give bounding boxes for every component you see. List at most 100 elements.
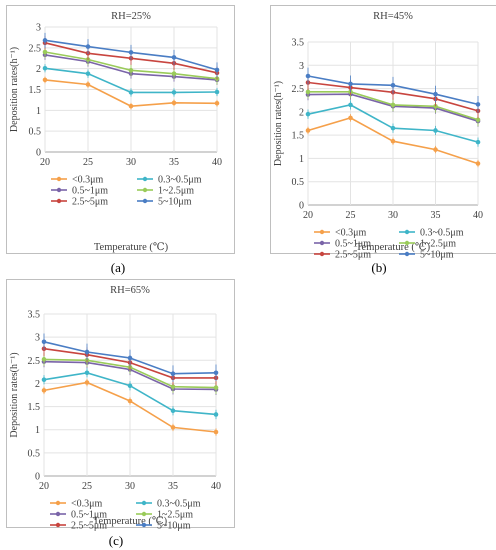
chart-a-svg: RH=25% 0 0.5 1 1.5 2 2.5 3 20 25 30 35 40 Deposition … bbox=[9, 11, 222, 253]
legend-item: 1~2.5μm bbox=[399, 239, 456, 250]
x-tick-label: 20 bbox=[303, 210, 313, 221]
legend-item: 2.5~5μm bbox=[51, 197, 108, 208]
y-tick-label: 0 bbox=[299, 201, 304, 212]
data-point bbox=[128, 90, 134, 95]
data-point bbox=[84, 370, 90, 376]
chart-panel-a: RH=25% 0 0.5 1 1.5 2 2.5 3 20 25 30 35 40 Deposition … bbox=[6, 5, 235, 254]
data-point bbox=[84, 349, 90, 355]
chart-b-svg: RH=45% 0 0.5 1 1.5 2 2.5 3 3.5 20 25 30 35 40 Depositi… bbox=[273, 11, 483, 261]
panel-label-b: (b) bbox=[371, 260, 387, 275]
legend-label: 1~2.5μm bbox=[420, 239, 456, 250]
legend-swatch-marker bbox=[319, 251, 325, 257]
data-point bbox=[85, 71, 91, 76]
data-point bbox=[213, 370, 219, 376]
legend-item: <0.3μm bbox=[50, 499, 103, 510]
x-tick-label: 25 bbox=[82, 481, 92, 492]
legend-label: 1~2.5μm bbox=[158, 186, 194, 197]
y-tick-label: 3.5 bbox=[292, 38, 305, 49]
data-point bbox=[41, 388, 47, 393]
data-point bbox=[305, 89, 311, 95]
series-1 bbox=[42, 64, 220, 97]
x-tick-label: 40 bbox=[211, 481, 221, 492]
data-point bbox=[85, 44, 91, 49]
x-tick-label: 20 bbox=[40, 157, 50, 168]
series-5 bbox=[41, 333, 219, 383]
data-point bbox=[127, 355, 133, 361]
x-tick-label: 35 bbox=[169, 157, 179, 168]
legend-swatch-marker bbox=[56, 198, 62, 204]
legend-swatch-marker bbox=[319, 240, 325, 246]
legend-swatch-marker bbox=[56, 187, 62, 193]
legend-swatch-marker bbox=[141, 500, 147, 506]
x-tick-label: 20 bbox=[39, 481, 49, 492]
chart-title: RH=65% bbox=[110, 285, 150, 296]
y-tick-label: 2 bbox=[36, 64, 41, 75]
legend-label: <0.3μm bbox=[72, 175, 104, 186]
legend-swatch-marker bbox=[404, 229, 410, 235]
legend-label: 1~2.5μm bbox=[157, 510, 193, 521]
legend-label: 5~10μm bbox=[420, 250, 454, 261]
legend-label: 0.3~0.5μm bbox=[420, 228, 464, 239]
legend-item: 1~2.5μm bbox=[137, 186, 194, 197]
data-point bbox=[42, 77, 48, 83]
data-point bbox=[390, 102, 396, 108]
data-point bbox=[433, 91, 438, 97]
legend-item: <0.3μm bbox=[51, 175, 104, 186]
x-axis-label: Temperature (℃) bbox=[94, 242, 169, 253]
data-point bbox=[170, 408, 176, 414]
data-point bbox=[433, 147, 438, 152]
data-point bbox=[214, 67, 220, 73]
legend-label: 5~10μm bbox=[158, 197, 192, 208]
series-5 bbox=[42, 32, 220, 78]
data-point bbox=[127, 383, 133, 389]
y-tick-label: 0 bbox=[35, 472, 40, 483]
data-point bbox=[41, 339, 47, 345]
y-tick-label: 2 bbox=[299, 107, 304, 118]
x-tick-label: 35 bbox=[431, 210, 441, 221]
x-tick-label: 30 bbox=[388, 210, 398, 221]
data-point bbox=[84, 380, 90, 385]
y-tick-label: 3 bbox=[35, 333, 40, 344]
data-point bbox=[213, 385, 219, 390]
y-tick-label: 0.5 bbox=[29, 127, 42, 138]
legend-swatch-marker bbox=[55, 511, 61, 517]
data-point bbox=[170, 371, 176, 377]
y-tick-label: 0.5 bbox=[28, 448, 41, 459]
data-point bbox=[390, 83, 396, 88]
data-point bbox=[171, 90, 177, 95]
data-point bbox=[170, 425, 176, 430]
legend-item: 2.5~5μm bbox=[314, 250, 371, 261]
data-point bbox=[128, 68, 134, 73]
y-tick-label: 1.5 bbox=[29, 85, 42, 96]
series-1 bbox=[41, 368, 219, 420]
chart-c-svg: RH=65% 0 0.5 1 1.5 2 2.5 3 3.5 20 25 30 35 40 Depositi… bbox=[9, 285, 221, 532]
legend-swatch-marker bbox=[319, 229, 325, 235]
panel-label-a: (a) bbox=[110, 260, 126, 275]
y-tick-label: 1.5 bbox=[292, 131, 305, 142]
legend-item: 2.5~5μm bbox=[50, 521, 107, 532]
legend-label: 0.5~1μm bbox=[71, 510, 107, 521]
data-point bbox=[390, 138, 396, 144]
x-tick-label: 30 bbox=[126, 157, 136, 168]
legend-item: 5~10μm bbox=[137, 197, 192, 208]
legend-label: 0.3~0.5μm bbox=[158, 175, 202, 186]
data-point bbox=[127, 398, 133, 404]
y-tick-label: 2.5 bbox=[28, 356, 41, 367]
y-tick-label: 1 bbox=[36, 106, 41, 117]
legend-label: <0.3μm bbox=[71, 499, 103, 510]
y-tick-label: 2.5 bbox=[29, 43, 42, 54]
chart-panel-c: RH=65% 0 0.5 1 1.5 2 2.5 3 3.5 20 25 30 35 40 Depositi… bbox=[6, 279, 235, 532]
chart-panel-b: RH=45% 0 0.5 1 1.5 2 2.5 3 3.5 20 25 30 35 40 Depositi… bbox=[270, 5, 496, 261]
legend-item: 5~10μm bbox=[399, 250, 454, 261]
data-point bbox=[213, 429, 219, 435]
legend-item: 5~10μm bbox=[136, 521, 191, 532]
data-point bbox=[305, 128, 311, 133]
y-axis-label: Deposition rates(h⁻¹) bbox=[9, 352, 20, 437]
data-point bbox=[41, 377, 47, 383]
legend-item: 1~2.5μm bbox=[136, 510, 193, 521]
legend-swatch-marker bbox=[404, 240, 410, 246]
legend-swatch-marker bbox=[142, 176, 148, 182]
legend-label: 5~10μm bbox=[157, 521, 191, 532]
x-tick-label: 25 bbox=[346, 210, 356, 221]
data-point bbox=[390, 125, 396, 131]
